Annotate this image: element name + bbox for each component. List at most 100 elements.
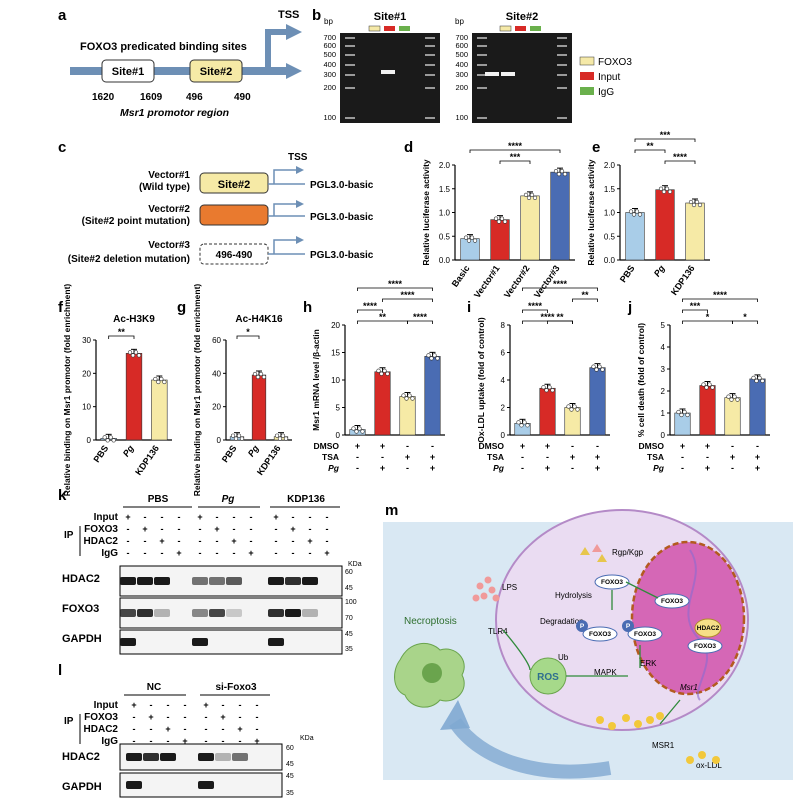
bar bbox=[749, 378, 766, 436]
data-point bbox=[239, 436, 245, 441]
l-blot-gapdh: GAPDH bbox=[62, 781, 102, 793]
data-point bbox=[463, 235, 469, 240]
blot-band bbox=[285, 609, 301, 617]
ip-mark: - bbox=[222, 724, 225, 734]
data-point bbox=[351, 426, 356, 431]
y-tick-label: 10 bbox=[82, 403, 91, 412]
data-point bbox=[153, 376, 158, 382]
sig-bracket bbox=[664, 160, 696, 164]
treatment-mark: + bbox=[595, 463, 600, 473]
bar bbox=[520, 195, 540, 261]
blot-band bbox=[192, 638, 208, 646]
ip-mark: + bbox=[307, 536, 312, 546]
treatment-row-label: Pg bbox=[493, 463, 505, 473]
data-point bbox=[667, 189, 673, 194]
l-m45: 45 bbox=[286, 761, 294, 768]
sig-bracket bbox=[732, 320, 758, 324]
treatment-mark: - bbox=[356, 463, 359, 473]
data-point bbox=[688, 199, 694, 205]
data-point bbox=[130, 353, 136, 358]
ip-mark: + bbox=[231, 536, 236, 546]
sig-label: ** bbox=[379, 312, 387, 322]
ip-mark: - bbox=[309, 524, 312, 534]
bar bbox=[490, 219, 510, 261]
a-num-496: 496 bbox=[186, 92, 203, 103]
panel-k: PBS Pg KDP136 Input FOXO3 HDAC2 IgG IP +… bbox=[62, 494, 362, 655]
c-tss: TSS bbox=[288, 152, 308, 163]
data-point bbox=[162, 379, 167, 385]
panel-label-e: e bbox=[592, 139, 600, 156]
y-tick-label: 0 bbox=[217, 436, 222, 445]
data-point bbox=[426, 353, 431, 358]
ip-mark: - bbox=[144, 548, 147, 558]
data-point bbox=[525, 423, 530, 428]
m-p-2: P bbox=[626, 623, 631, 630]
b2-ladder-100: 100 bbox=[455, 113, 468, 122]
treatment-mark: - bbox=[546, 452, 549, 462]
y-tick-label: 2 bbox=[501, 404, 506, 413]
treatment-mark: - bbox=[381, 452, 384, 462]
sig-bracket bbox=[357, 309, 383, 313]
data-point bbox=[280, 433, 286, 438]
data-point bbox=[569, 407, 574, 412]
data-point bbox=[637, 212, 643, 217]
ip-mark: - bbox=[161, 512, 164, 522]
treatment-mark: - bbox=[706, 452, 709, 462]
blot-band bbox=[137, 577, 153, 585]
data-point bbox=[575, 407, 580, 412]
l-kda: KDa bbox=[300, 735, 314, 742]
treatment-mark: + bbox=[595, 452, 600, 462]
b-legend-igg: IgG bbox=[598, 87, 614, 98]
treatment-mark: + bbox=[755, 452, 760, 462]
l-row-hdac2: HDAC2 bbox=[84, 724, 119, 735]
ip-mark: - bbox=[205, 724, 208, 734]
ip-mark: - bbox=[233, 524, 236, 534]
blot-band bbox=[198, 781, 214, 789]
data-point bbox=[544, 388, 549, 393]
data-point bbox=[133, 350, 139, 355]
sig-label: * bbox=[743, 312, 747, 322]
ip-mark: + bbox=[220, 712, 225, 722]
y-tick-label: 2 bbox=[661, 387, 666, 396]
x-tick-label: PBS bbox=[618, 263, 637, 284]
panel-label-f: f bbox=[58, 299, 64, 316]
a-num-1620: 1620 bbox=[92, 92, 115, 103]
y-axis-label: Relative binding on Msr1 promotor (fold … bbox=[62, 284, 72, 497]
panel-label-c: c bbox=[58, 139, 66, 156]
sig-bracket bbox=[357, 287, 433, 291]
blot-band bbox=[215, 753, 231, 761]
ip-mark: - bbox=[205, 736, 208, 746]
sig-label: *** bbox=[510, 152, 521, 162]
ip-mark: + bbox=[203, 700, 208, 710]
sig-label: **** bbox=[540, 312, 555, 322]
c-pgl-3: PGL3.0-basic bbox=[310, 250, 374, 261]
treatment-mark: + bbox=[705, 463, 710, 473]
ip-mark: - bbox=[150, 736, 153, 746]
data-point bbox=[385, 371, 390, 376]
sig-label: **** bbox=[400, 290, 415, 300]
l-m45b: 45 bbox=[286, 773, 294, 780]
k-ip: IP bbox=[64, 530, 74, 541]
x-tick-label: Vector#2 bbox=[502, 263, 532, 299]
data-point bbox=[283, 436, 289, 441]
ip-mark: + bbox=[165, 724, 170, 734]
y-tick-label: 6 bbox=[501, 349, 506, 358]
sig-label: **** bbox=[713, 290, 728, 300]
treatment-mark: + bbox=[520, 441, 525, 451]
ip-mark: - bbox=[199, 524, 202, 534]
k-row-foxo3: FOXO3 bbox=[84, 524, 118, 535]
sig-label: * bbox=[246, 327, 250, 337]
l-row-input: Input bbox=[94, 700, 119, 711]
data-point bbox=[559, 169, 565, 174]
data-point bbox=[553, 169, 559, 174]
l-group-nc: NC bbox=[147, 682, 161, 693]
data-point bbox=[233, 436, 239, 441]
l-group-si: si-Foxo3 bbox=[215, 682, 257, 693]
b2-ladder-700: 700 bbox=[455, 33, 468, 42]
y-axis-label: Ox-LDL uptake (fold of control) bbox=[476, 317, 486, 443]
k-blot-foxo3: FOXO3 bbox=[62, 603, 99, 615]
c-del: 496-490 bbox=[216, 250, 253, 261]
data-point bbox=[516, 420, 521, 425]
c-v1: Vector#1 bbox=[148, 170, 190, 181]
